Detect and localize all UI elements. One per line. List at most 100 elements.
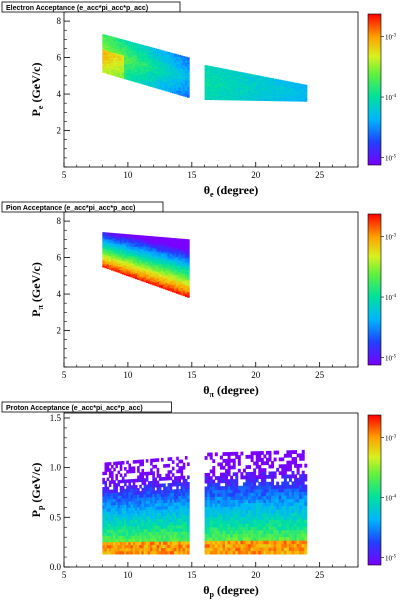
heatmap-cell bbox=[106, 49, 110, 52]
heatmap-cell bbox=[178, 266, 181, 269]
heatmap-cell bbox=[217, 540, 221, 545]
heatmap-cell bbox=[182, 89, 186, 92]
heatmap-cell bbox=[187, 518, 190, 522]
heatmap-cell bbox=[240, 89, 244, 92]
heatmap-cell bbox=[209, 496, 213, 501]
heatmap-cell bbox=[104, 266, 108, 269]
heatmap-cell bbox=[141, 47, 145, 50]
heatmap-cell bbox=[134, 259, 138, 262]
heatmap-cell bbox=[250, 77, 254, 79]
heatmap-cell bbox=[124, 54, 127, 57]
heatmap-cell bbox=[291, 100, 295, 102]
heatmap-cell bbox=[121, 71, 125, 74]
heatmap-cell bbox=[250, 75, 254, 78]
heatmap-cell bbox=[154, 79, 158, 82]
heatmap-cell bbox=[219, 506, 223, 511]
heatmap-cell bbox=[158, 70, 162, 73]
heatmap-cell bbox=[163, 82, 166, 85]
heatmap-cell bbox=[167, 237, 171, 240]
heatmap-cell bbox=[278, 92, 282, 94]
heatmap-cell bbox=[102, 502, 105, 506]
heatmap-cell bbox=[182, 284, 186, 287]
heatmap-cell bbox=[180, 248, 184, 251]
heatmap-cell bbox=[161, 522, 164, 526]
heatmap-cell bbox=[217, 73, 221, 75]
heatmap-cell bbox=[113, 461, 116, 466]
heatmap-cell bbox=[301, 95, 305, 97]
heatmap-cell bbox=[187, 84, 190, 86]
heatmap-cell bbox=[128, 262, 131, 265]
heatmap-cell bbox=[232, 87, 236, 89]
heatmap-cell bbox=[263, 79, 267, 82]
heatmap-cell bbox=[137, 528, 140, 533]
heatmap-cell bbox=[225, 87, 229, 90]
heatmap-cell bbox=[169, 486, 173, 490]
heatmap-cell bbox=[128, 273, 131, 276]
heatmap-cell bbox=[271, 85, 275, 87]
heatmap-cell bbox=[301, 95, 305, 96]
heatmap-cell bbox=[132, 522, 136, 527]
heatmap-cell bbox=[111, 492, 114, 497]
heatmap-cell bbox=[232, 76, 236, 78]
heatmap-cell bbox=[167, 74, 171, 77]
heatmap-cell bbox=[108, 495, 112, 500]
heatmap-cell bbox=[124, 498, 127, 502]
heatmap-cell bbox=[169, 271, 173, 274]
heatmap-cell bbox=[230, 80, 234, 82]
heatmap-cell bbox=[169, 278, 173, 281]
heatmap-cell bbox=[242, 80, 246, 83]
heatmap-cell bbox=[126, 45, 129, 48]
heatmap-cell bbox=[176, 276, 179, 280]
heatmap-cell bbox=[130, 260, 134, 262]
heatmap-cell bbox=[165, 473, 168, 478]
heatmap-cell bbox=[219, 462, 223, 467]
heatmap-cell bbox=[130, 235, 134, 238]
heatmap-cell bbox=[222, 97, 226, 100]
heatmap-cell bbox=[126, 261, 129, 264]
heatmap-cell bbox=[141, 478, 145, 482]
heatmap-cell bbox=[139, 67, 142, 70]
heatmap-cell bbox=[152, 81, 155, 84]
heatmap-cell bbox=[222, 72, 226, 75]
heatmap-cell bbox=[258, 82, 262, 84]
heatmap-cell bbox=[258, 92, 262, 94]
heatmap-cell bbox=[207, 513, 211, 518]
heatmap-cell bbox=[209, 510, 213, 514]
heatmap-cell bbox=[178, 534, 181, 539]
heatmap-cell bbox=[184, 59, 188, 62]
heatmap-cell bbox=[212, 78, 216, 81]
heatmap-cell bbox=[121, 485, 125, 490]
heatmap-cell bbox=[152, 271, 155, 274]
heatmap-cell bbox=[121, 260, 125, 263]
heatmap-cell bbox=[119, 254, 123, 257]
heatmap-cell bbox=[245, 89, 249, 91]
heatmap-cell bbox=[174, 252, 177, 255]
heatmap-cell bbox=[240, 88, 244, 90]
colorbar-label: 10-5 bbox=[385, 354, 397, 362]
heatmap-cell bbox=[121, 245, 125, 248]
heatmap-cell bbox=[128, 65, 131, 68]
heatmap-cell bbox=[204, 456, 208, 460]
heatmap-cell bbox=[141, 519, 145, 523]
heatmap-cell bbox=[126, 76, 129, 79]
heatmap-cell bbox=[281, 89, 285, 91]
heatmap-cell bbox=[225, 526, 229, 531]
heatmap-cell bbox=[214, 72, 218, 75]
heatmap-cell bbox=[102, 35, 105, 38]
heatmap-cell bbox=[182, 291, 186, 295]
heatmap-cell bbox=[268, 79, 272, 82]
heatmap-cell bbox=[299, 95, 303, 97]
heatmap-cell bbox=[130, 270, 134, 272]
heatmap-cell bbox=[111, 265, 114, 267]
heatmap-cell bbox=[180, 291, 184, 294]
heatmap-cell bbox=[187, 69, 190, 72]
heatmap-cell bbox=[141, 256, 145, 259]
heatmap-cell bbox=[299, 88, 303, 90]
heatmap-cell bbox=[141, 64, 145, 67]
heatmap-cell bbox=[119, 501, 123, 505]
heatmap-cell bbox=[161, 63, 164, 66]
heatmap-cell bbox=[158, 509, 162, 513]
heatmap-cell bbox=[217, 516, 221, 521]
heatmap-cell bbox=[143, 54, 147, 57]
heatmap-cell bbox=[132, 478, 136, 483]
